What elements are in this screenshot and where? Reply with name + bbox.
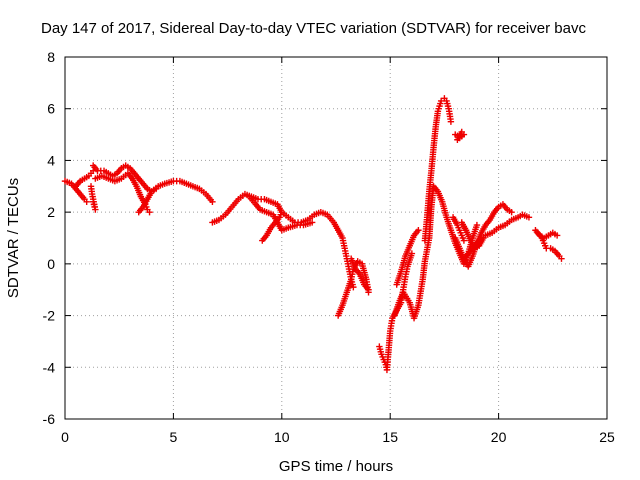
x-tick-label: 0: [61, 429, 69, 445]
y-tick-label: -2: [43, 308, 56, 324]
data-point: [278, 208, 285, 216]
data-point: [525, 214, 533, 221]
x-tick-label: 25: [599, 429, 615, 445]
data-point: [553, 232, 561, 239]
data-point: [437, 97, 445, 105]
data-point: [508, 208, 515, 216]
y-tick-label: 4: [47, 152, 55, 168]
y-tick-label: 2: [47, 204, 55, 220]
y-tick-label: -6: [43, 411, 56, 427]
data-points: [61, 95, 565, 374]
x-tick-label: 20: [491, 429, 507, 445]
data-point: [473, 221, 481, 229]
data-point: [458, 128, 465, 136]
data-point: [365, 286, 372, 293]
x-tick-label: 15: [382, 429, 398, 445]
axis-ticks: [64, 56, 608, 420]
x-tick-label: 10: [274, 429, 290, 445]
plot-frame: [64, 56, 608, 420]
data-point: [408, 250, 416, 257]
data-point: [350, 283, 357, 291]
data-point: [308, 219, 316, 226]
y-axis-title: SDTVAR / TECUs: [5, 178, 22, 298]
data-point: [89, 198, 97, 205]
data-point: [415, 227, 422, 234]
data-point: [558, 255, 565, 262]
y-tick-label: 0: [47, 256, 55, 272]
data-point: [480, 234, 487, 242]
y-tick-label: 8: [47, 49, 55, 65]
data-point: [83, 198, 90, 205]
y-tick-label: 6: [47, 101, 55, 117]
x-axis-title: GPS time / hours: [279, 458, 393, 475]
data-point: [460, 237, 468, 244]
data-point: [447, 118, 455, 125]
y-tick-label: -4: [43, 359, 56, 375]
data-point: [209, 198, 216, 205]
x-tick-label: 5: [170, 429, 178, 445]
tick-labels: 0 5 10 15 20 25 -6 -4 -2 0 2 4 6 8: [43, 49, 615, 445]
grid: [65, 57, 607, 419]
data-point: [146, 208, 153, 216]
chart-title: Day 147 of 2017, Sidereal Day-to-day VTE…: [41, 20, 586, 37]
